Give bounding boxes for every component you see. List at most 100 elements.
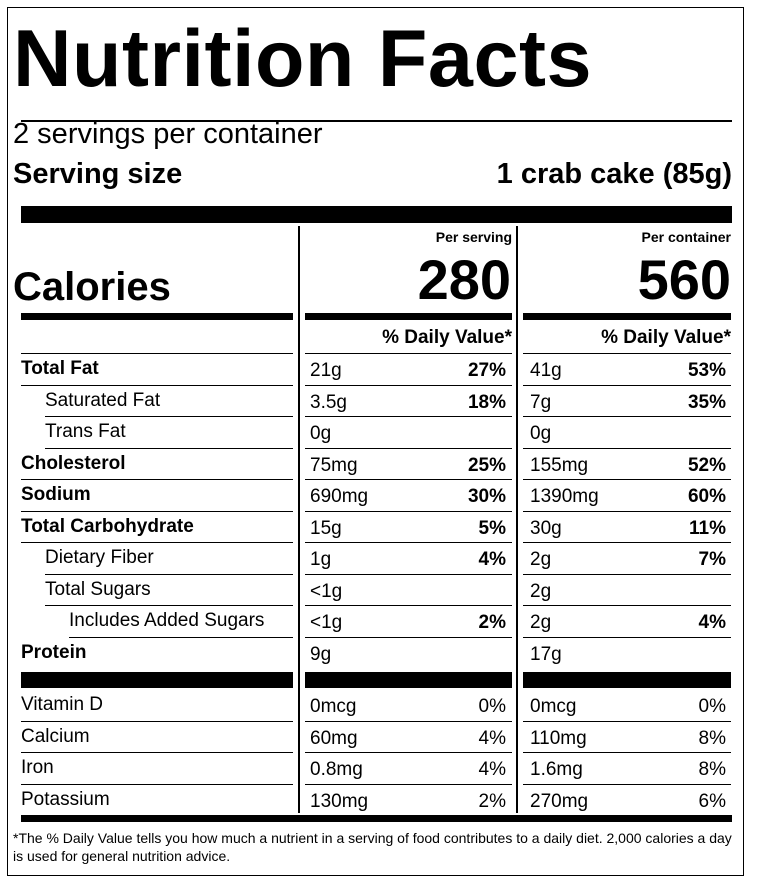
row-rule xyxy=(305,384,512,386)
row-rule xyxy=(523,384,731,386)
serving-amount: 75mg xyxy=(310,454,358,476)
container-amount: 41g xyxy=(530,360,562,381)
header-rule xyxy=(305,353,512,354)
calories-rule-2 xyxy=(305,313,512,320)
row-rule xyxy=(45,573,293,575)
row-rule xyxy=(305,542,512,543)
servings-per-container: 2 servings per container xyxy=(13,118,323,150)
row-rule xyxy=(523,605,731,606)
container-daily-value: 8% xyxy=(698,727,726,749)
row-rule xyxy=(305,573,512,575)
container-daily-value: 11% xyxy=(689,517,726,539)
container-amount: 2g xyxy=(530,549,552,570)
calories-label: Calories xyxy=(13,265,171,309)
nutrient-row: Cholesterol 75mg 25% 155mg 52% xyxy=(0,449,758,480)
row-rule xyxy=(523,510,731,512)
vitamin-row: Vitamin D 0mcg 0% 0mcg 0% xyxy=(0,690,758,721)
row-rule xyxy=(305,479,512,480)
container-daily-value: 35% xyxy=(687,391,726,413)
serving-size-label: Serving size xyxy=(13,158,183,190)
daily-value-header-serving: % Daily Value* xyxy=(382,327,512,348)
nutrient-name: Saturated Fat xyxy=(45,389,161,411)
serving-amount: 21g xyxy=(310,360,342,381)
label-title: Nutrition Facts xyxy=(13,14,593,104)
header-rule xyxy=(523,353,731,354)
row-rule xyxy=(305,783,512,785)
nutrient-name: Trans Fat xyxy=(45,421,126,442)
row-rule xyxy=(523,479,731,480)
nutrient-row: Total Fat 21g 27% 41g 53% xyxy=(0,354,758,385)
container-amount: 1.6mg xyxy=(530,759,583,780)
row-rule xyxy=(305,752,512,753)
row-rule xyxy=(305,720,512,722)
vitamin-name: Potassium xyxy=(21,788,110,810)
row-rule xyxy=(523,783,731,785)
container-amount: 2g xyxy=(530,580,552,602)
container-amount: 110mg xyxy=(530,727,587,749)
row-rule xyxy=(21,752,293,753)
calories-rule-1 xyxy=(21,313,293,320)
nutrient-name: Protein xyxy=(21,641,87,663)
daily-value-header-container: % Daily Value* xyxy=(601,327,731,348)
serving-daily-value: 2% xyxy=(478,612,506,633)
serving-amount: <1g xyxy=(310,612,343,633)
thick-rule-top xyxy=(21,206,732,223)
vitamin-name: Vitamin D xyxy=(21,694,104,715)
row-rule xyxy=(523,542,731,543)
nutrient-row: Dietary Fiber 1g 4% 2g 7% xyxy=(0,543,758,574)
row-rule xyxy=(523,447,731,449)
calories-per-container: 560 xyxy=(637,248,731,311)
serving-amount: 0.8mg xyxy=(310,759,363,780)
serving-amount: 3.5g xyxy=(310,391,347,413)
container-amount: 270mg xyxy=(530,790,589,812)
row-rule xyxy=(305,447,512,449)
row-rule xyxy=(45,605,293,606)
container-daily-value: 0% xyxy=(698,696,726,717)
serving-amount: 0mcg xyxy=(310,696,357,717)
row-rule xyxy=(45,416,293,417)
serving-amount: 15g xyxy=(310,517,342,539)
row-rule xyxy=(45,447,293,449)
serving-amount: <1g xyxy=(310,580,343,602)
container-daily-value: 52% xyxy=(687,454,726,476)
nutrient-name: Cholesterol xyxy=(21,452,126,474)
row-rule xyxy=(69,636,293,638)
row-rule xyxy=(305,636,512,638)
container-daily-value: 4% xyxy=(698,612,726,633)
serving-daily-value: 18% xyxy=(467,391,506,413)
nutrient-name: Total Fat xyxy=(21,358,99,379)
per-container-header: Per container xyxy=(641,229,731,245)
nutrient-row: Total Carbohydrate 15g 5% 30g 11% xyxy=(0,512,758,543)
footnote-rule xyxy=(21,815,732,822)
header-rule xyxy=(21,353,293,354)
row-rule xyxy=(21,720,293,722)
serving-amount: 690mg xyxy=(310,486,369,507)
row-rule xyxy=(21,783,293,785)
container-amount: 2g xyxy=(530,612,552,633)
nutrient-name: Total Sugars xyxy=(45,578,151,600)
row-rule xyxy=(523,752,731,753)
serving-daily-value: 2% xyxy=(478,790,506,812)
nutrient-row: Sodium 690mg 30% 1390mg 60% xyxy=(0,480,758,511)
serving-daily-value: 25% xyxy=(467,454,506,476)
footnote: *The % Daily Value tells you how much a … xyxy=(13,830,732,864)
serving-daily-value: 30% xyxy=(467,486,506,507)
nutrient-row: Protein 9g 17g xyxy=(0,638,758,669)
vitamin-rule-2 xyxy=(305,672,512,688)
serving-daily-value: 5% xyxy=(478,517,506,539)
nutrient-row: Total Sugars <1g 2g xyxy=(0,575,758,606)
serving-amount: 0g xyxy=(310,423,332,444)
container-amount: 1390mg xyxy=(530,486,599,507)
title-rule xyxy=(21,120,732,122)
container-amount: 30g xyxy=(530,517,562,539)
nutrient-row: Includes Added Sugars <1g 2% 2g 4% xyxy=(0,606,758,637)
column-divider-2 xyxy=(516,226,518,813)
nutrient-name: Sodium xyxy=(21,484,91,505)
row-rule xyxy=(305,605,512,606)
container-amount: 0g xyxy=(530,423,552,444)
serving-daily-value: 0% xyxy=(478,696,506,717)
row-rule xyxy=(21,510,293,512)
container-amount: 0mcg xyxy=(530,696,577,717)
calories-per-serving: 280 xyxy=(417,248,511,311)
vitamin-name: Calcium xyxy=(21,725,90,747)
